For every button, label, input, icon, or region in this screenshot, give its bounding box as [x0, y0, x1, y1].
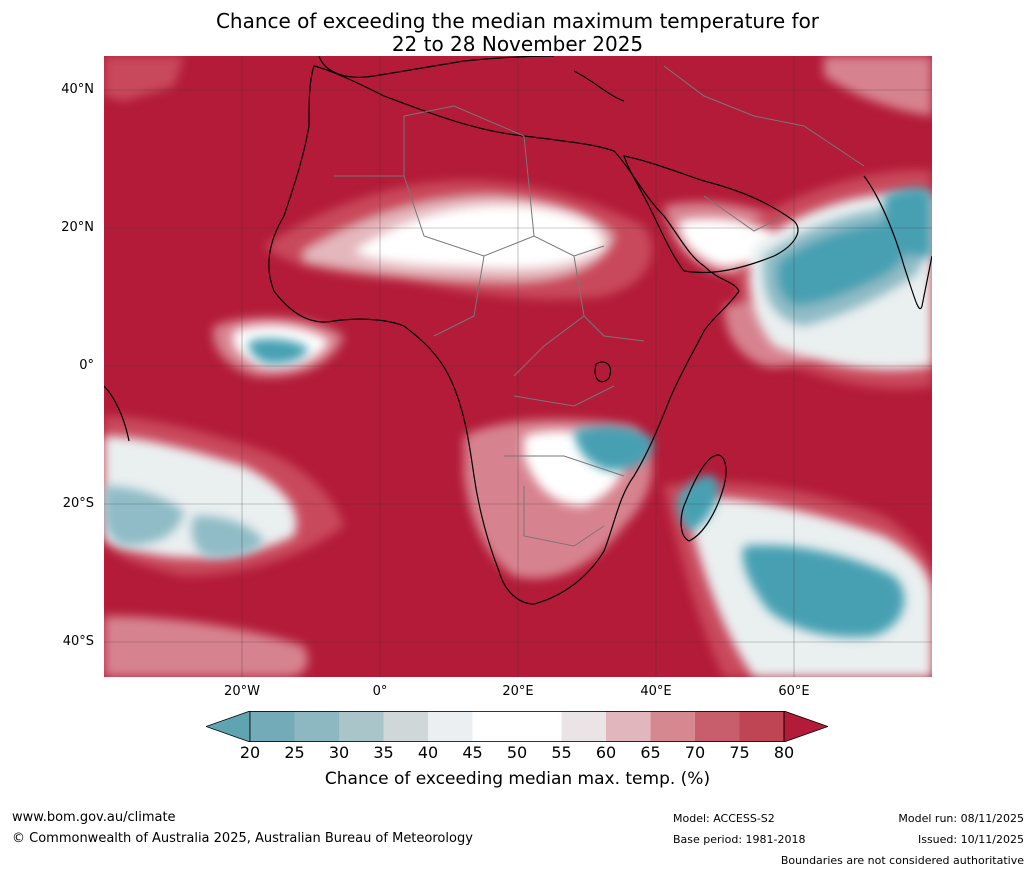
lon-label-40e: 40°E	[640, 684, 672, 699]
colorbar-extend-high	[783, 710, 830, 743]
colorbar-tick-label: 20	[239, 743, 261, 762]
lat-label-20s: 20°S	[62, 496, 94, 511]
lon-label-20w: 20°W	[224, 684, 260, 699]
title-line-1: Chance of exceeding the median maximum t…	[215, 9, 820, 33]
issued-date: Issued: 10/11/2025	[917, 833, 1024, 846]
map-title: Chance of exceeding the median maximum t…	[0, 10, 1035, 56]
colorbar-segment	[383, 711, 428, 742]
lon-label-0: 0°	[372, 684, 388, 699]
colorbar-tick-label: 40	[417, 743, 439, 762]
forecast-map	[104, 56, 932, 677]
model-name: Model: ACCESS-S2	[673, 812, 775, 825]
model-run: Model run: 08/11/2025	[898, 812, 1024, 825]
colorbar-segment	[339, 711, 384, 742]
lon-label-60e: 60°E	[778, 684, 810, 699]
colorbar-tick-label: 35	[373, 743, 394, 762]
coastlines	[104, 56, 932, 605]
colorbar-segment	[650, 711, 695, 742]
colorbar-tick-label: 30	[328, 743, 350, 762]
title-line-2: 22 to 28 November 2025	[391, 32, 644, 56]
country-borders	[334, 65, 865, 547]
colorbar-label: Chance of exceeding median max. temp. (%…	[324, 769, 711, 789]
colorbar-tick-label: 60	[595, 743, 617, 762]
map-canvas	[104, 56, 932, 677]
colorbar-segment	[294, 711, 339, 742]
colorbar-segment	[695, 711, 740, 742]
colorbar-segment	[472, 711, 517, 742]
lat-label-20n: 20°N	[61, 220, 94, 235]
colorbar-tick-label: 75	[729, 743, 750, 762]
colorbar-segment	[606, 711, 651, 742]
cool-patches	[104, 187, 932, 638]
lat-label-0: 0°	[79, 358, 94, 373]
base-period: Base period: 1981-2018	[673, 833, 806, 846]
colorbar-segment	[428, 711, 473, 742]
lon-label-20e: 20°E	[502, 684, 534, 699]
graticule	[104, 56, 932, 677]
colorbar-segment	[250, 711, 295, 742]
colorbar-tick-label: 25	[284, 743, 305, 762]
colorbar-tick-label: 80	[773, 743, 795, 762]
colorbar-tick-label: 70	[684, 743, 706, 762]
colorbar	[204, 710, 830, 743]
colorbar-extend-low	[204, 710, 251, 743]
boundaries-disclaimer: Boundaries are not considered authoritat…	[780, 854, 1024, 867]
copyright-text: © Commonwealth of Australia 2025, Austra…	[12, 831, 473, 846]
lat-label-40n: 40°N	[61, 82, 94, 97]
colorbar-border	[249, 711, 785, 743]
lat-label-40s: 40°S	[62, 634, 94, 649]
colorbar-tick-label: 65	[640, 743, 661, 762]
colorbar-tick-label: 45	[462, 743, 483, 762]
website-link[interactable]: www.bom.gov.au/climate	[12, 810, 176, 825]
colorbar-tick-label: 55	[551, 743, 572, 762]
colorbar-segment	[739, 711, 784, 742]
colorbar-svg	[204, 710, 830, 743]
colorbar-tick-label: 50	[506, 743, 528, 762]
colorbar-segment	[561, 711, 606, 742]
colorbar-segment	[517, 711, 562, 742]
